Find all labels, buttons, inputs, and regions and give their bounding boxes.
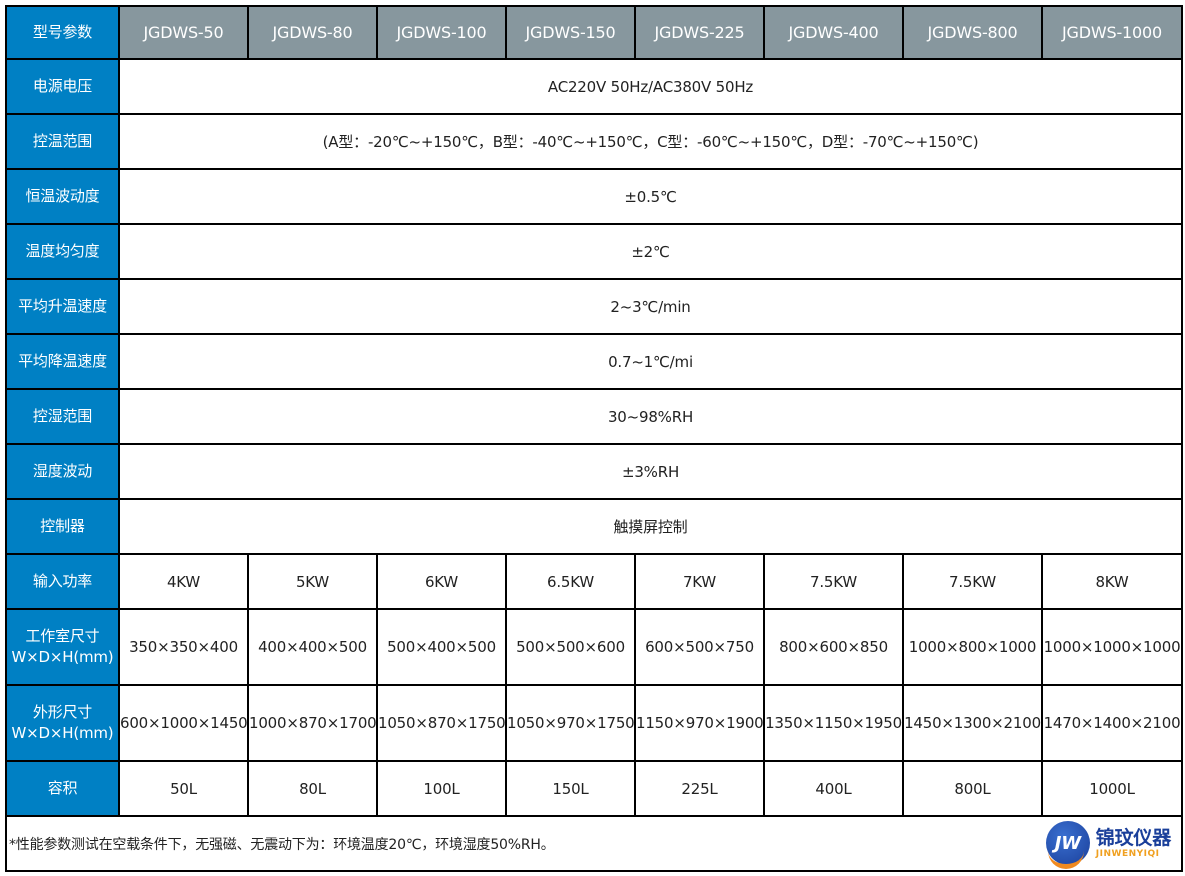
row-label: 温度均匀度 bbox=[5, 223, 120, 280]
model-header: JGDWS-150 bbox=[505, 5, 636, 60]
row-label: 湿度波动 bbox=[5, 443, 120, 500]
row-label: 平均降温速度 bbox=[5, 333, 120, 390]
spec-value: 4KW bbox=[118, 553, 249, 610]
spec-value: 1050×970×1750 bbox=[505, 684, 636, 762]
spec-row: 容积 50L 80L 100L 150L 225L 400L 800L 1000L bbox=[5, 760, 1183, 817]
spec-value: 1000L bbox=[1041, 760, 1183, 817]
spec-value: 1350×1150×1950 bbox=[763, 684, 904, 762]
spec-row: 温度均匀度 ±2℃ bbox=[5, 223, 1183, 280]
spec-value: 5KW bbox=[247, 553, 378, 610]
model-header: JGDWS-100 bbox=[376, 5, 507, 60]
row-label: 输入功率 bbox=[5, 553, 120, 610]
spec-value: 80L bbox=[247, 760, 378, 817]
row-label-unit: W×D×H(mm) bbox=[11, 724, 114, 742]
row-label: 控湿范围 bbox=[5, 388, 120, 445]
spec-value: 1000×1000×1000 bbox=[1041, 608, 1183, 686]
row-label-main: 外形尺寸 bbox=[32, 703, 93, 721]
spec-value: 600×1000×1450 bbox=[118, 684, 249, 762]
spec-row: 恒温波动度 ±0.5℃ bbox=[5, 168, 1183, 225]
spec-value: 触摸屏控制 bbox=[118, 498, 1183, 555]
footer-note: *性能参数测试在空载条件下，无强磁、无震动下为：环境温度20℃，环境湿度50%R… bbox=[9, 836, 555, 853]
spec-value: 800×600×850 bbox=[763, 608, 904, 686]
spec-value: 100L bbox=[376, 760, 507, 817]
spec-value: 800L bbox=[902, 760, 1043, 817]
footer-row: *性能参数测试在空载条件下，无强磁、无震动下为：环境温度20℃，环境湿度50%R… bbox=[5, 815, 1183, 872]
spec-value: 7.5KW bbox=[902, 553, 1043, 610]
spec-value: 6.5KW bbox=[505, 553, 636, 610]
spec-row: 平均升温速度 2~3℃/min bbox=[5, 278, 1183, 335]
spec-value: 7KW bbox=[634, 553, 765, 610]
row-label-main: 容积 bbox=[47, 779, 78, 797]
spec-value: 150L bbox=[505, 760, 636, 817]
row-label: 工作室尺寸 W×D×H(mm) bbox=[5, 608, 120, 686]
spec-value: 1150×970×1900 bbox=[634, 684, 765, 762]
spec-row: 输入功率 4KW 5KW 6KW 6.5KW 7KW 7.5KW 7.5KW 8KW bbox=[5, 553, 1183, 610]
footer-cell: *性能参数测试在空载条件下，无强磁、无震动下为：环境温度20℃，环境湿度50%R… bbox=[5, 815, 1183, 872]
spec-value: 0.7~1℃/mi bbox=[118, 333, 1183, 390]
spec-value: 500×400×500 bbox=[376, 608, 507, 686]
model-header: JGDWS-50 bbox=[118, 5, 249, 60]
spec-row: 控温范围 (A型：-20℃~+150℃，B型：-40℃~+150℃，C型：-60℃… bbox=[5, 113, 1183, 170]
spec-value: (A型：-20℃~+150℃，B型：-40℃~+150℃，C型：-60℃~+15… bbox=[118, 113, 1183, 170]
model-header: JGDWS-225 bbox=[634, 5, 765, 60]
spec-row: 平均降温速度 0.7~1℃/mi bbox=[5, 333, 1183, 390]
model-header: JGDWS-80 bbox=[247, 5, 378, 60]
model-header: JGDWS-1000 bbox=[1041, 5, 1183, 60]
header-label: 型号参数 bbox=[5, 5, 120, 60]
company-logo: JW 锦玟仪器 JINWENYIQI bbox=[1045, 821, 1171, 869]
spec-row: 湿度波动 ±3%RH bbox=[5, 443, 1183, 500]
spec-value: 1470×1400×2100 bbox=[1041, 684, 1183, 762]
spec-value: 1000×800×1000 bbox=[902, 608, 1043, 686]
spec-value: ±0.5℃ bbox=[118, 168, 1183, 225]
row-label: 容积 bbox=[5, 760, 120, 817]
spec-table: 型号参数 JGDWS-50 JGDWS-80 JGDWS-100 JGDWS-150 J… bbox=[5, 5, 1183, 872]
header-row: 型号参数 JGDWS-50 JGDWS-80 JGDWS-100 JGDWS-150 J… bbox=[5, 5, 1183, 60]
spec-value: ±3%RH bbox=[118, 443, 1183, 500]
spec-value: 2~3℃/min bbox=[118, 278, 1183, 335]
spec-value: 500×500×600 bbox=[505, 608, 636, 686]
spec-value: 600×500×750 bbox=[634, 608, 765, 686]
row-label: 控制器 bbox=[5, 498, 120, 555]
row-label: 外形尺寸 W×D×H(mm) bbox=[5, 684, 120, 762]
spec-value: ±2℃ bbox=[118, 223, 1183, 280]
row-label: 控温范围 bbox=[5, 113, 120, 170]
spec-row: 电源电压 AC220V 50Hz/AC380V 50Hz bbox=[5, 58, 1183, 115]
logo-mark-icon: JW bbox=[1045, 821, 1090, 869]
logo-text: 锦玟仪器 JINWENYIQI bbox=[1096, 827, 1171, 859]
spec-value: 6KW bbox=[376, 553, 507, 610]
logo-en: JINWENYIQI bbox=[1095, 849, 1160, 859]
spec-value: 400×400×500 bbox=[247, 608, 378, 686]
spec-row: 外形尺寸 W×D×H(mm) 600×1000×1450 1000×870×1700 1… bbox=[5, 684, 1183, 762]
row-label: 电源电压 bbox=[5, 58, 120, 115]
spec-value: 7.5KW bbox=[763, 553, 904, 610]
spec-value: 30~98%RH bbox=[118, 388, 1183, 445]
row-label-unit: W×D×H(mm) bbox=[11, 648, 114, 666]
spec-value: 8KW bbox=[1041, 553, 1183, 610]
row-label: 平均升温速度 bbox=[5, 278, 120, 335]
spec-row: 控制器 触摸屏控制 bbox=[5, 498, 1183, 555]
spec-value: AC220V 50Hz/AC380V 50Hz bbox=[118, 58, 1183, 115]
spec-row: 控湿范围 30~98%RH bbox=[5, 388, 1183, 445]
spec-row: 工作室尺寸 W×D×H(mm) 350×350×400 400×400×500 500×… bbox=[5, 608, 1183, 686]
spec-value: 400L bbox=[763, 760, 904, 817]
spec-value: 1450×1300×2100 bbox=[902, 684, 1043, 762]
row-label: 恒温波动度 bbox=[5, 168, 120, 225]
spec-value: 1050×870×1750 bbox=[376, 684, 507, 762]
row-label-main: 工作室尺寸 bbox=[25, 627, 100, 645]
spec-value: 350×350×400 bbox=[118, 608, 249, 686]
model-header: JGDWS-800 bbox=[902, 5, 1043, 60]
spec-value: 1000×870×1700 bbox=[247, 684, 378, 762]
logo-cn: 锦玟仪器 bbox=[1095, 827, 1171, 849]
spec-value: 50L bbox=[118, 760, 249, 817]
model-header: JGDWS-400 bbox=[763, 5, 904, 60]
spec-value: 225L bbox=[634, 760, 765, 817]
row-label-main: 输入功率 bbox=[32, 572, 93, 590]
